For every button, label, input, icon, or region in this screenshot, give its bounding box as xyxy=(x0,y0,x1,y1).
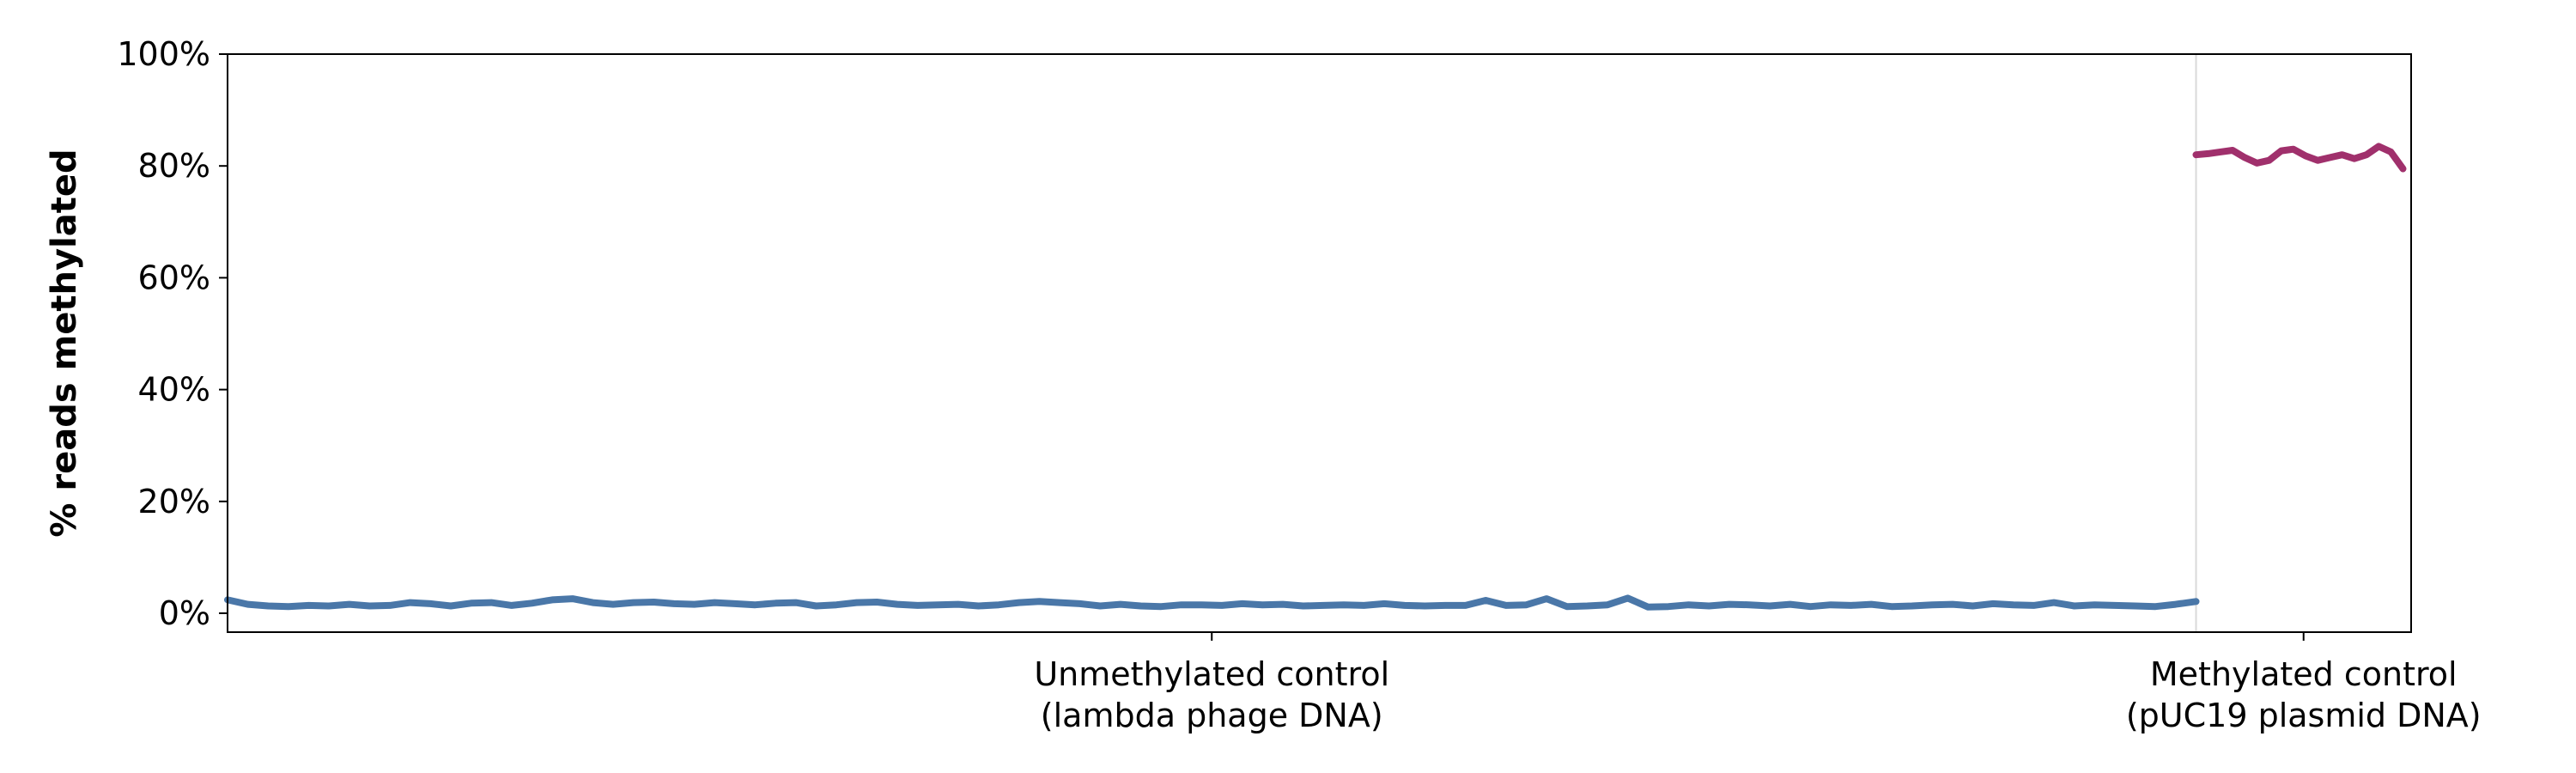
y-axis-label: % reads methylated xyxy=(45,149,84,537)
series-lines-layer xyxy=(224,143,2407,611)
series-line-0 xyxy=(224,594,2200,611)
plot-frame xyxy=(227,53,2412,633)
x-group-label: (pUC19 plasmid DNA) xyxy=(2126,697,2482,734)
y-tick-label: 60% xyxy=(138,259,210,296)
y-ticks-layer: 0% 20% 40% 60% 80% 100% xyxy=(117,35,228,632)
x-ticks-layer: Unmethylated control (lambda phage DNA) Me… xyxy=(1034,632,2482,734)
y-tick-label: 80% xyxy=(138,147,210,185)
x-group-label: (lambda phage DNA) xyxy=(1041,697,1383,734)
y-tick-label: 0% xyxy=(159,594,210,632)
series-line-1 xyxy=(2192,143,2407,173)
y-tick-label: 100% xyxy=(117,35,210,73)
y-tick-label: 20% xyxy=(138,483,210,520)
y-tick-label: 40% xyxy=(138,371,210,409)
x-group-label: Methylated control xyxy=(2150,655,2458,693)
x-group-label: Unmethylated control xyxy=(1034,655,1389,693)
